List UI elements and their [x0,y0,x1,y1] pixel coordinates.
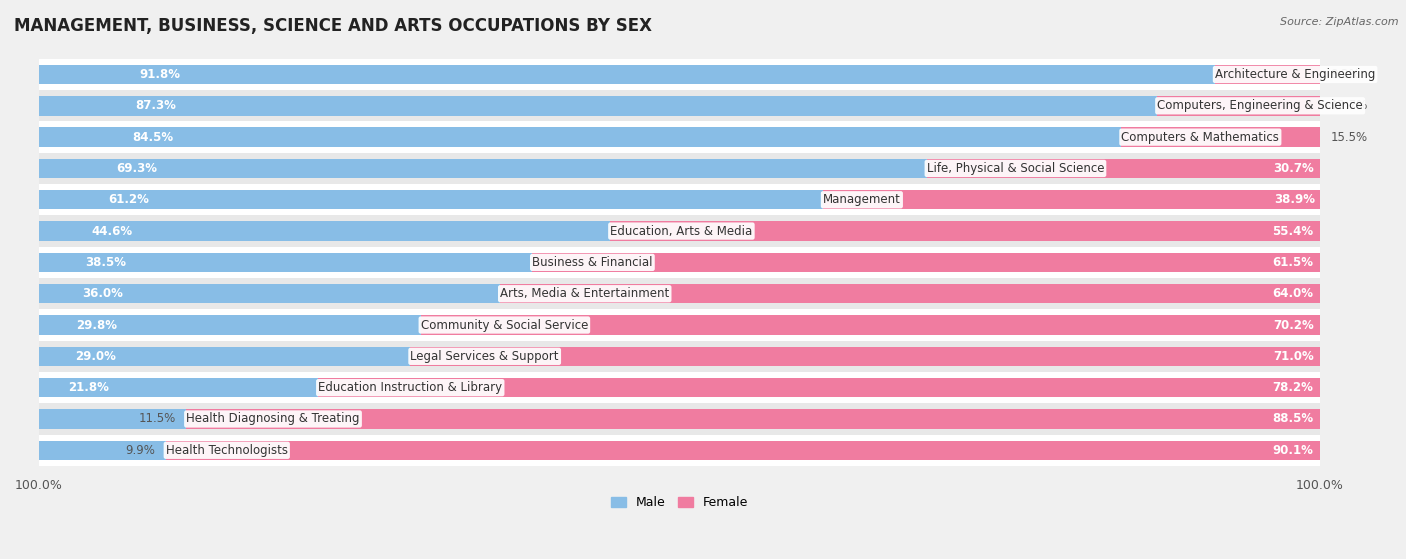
Text: Computers & Mathematics: Computers & Mathematics [1122,131,1279,144]
Bar [39,215,1320,247]
Text: 29.8%: 29.8% [76,319,117,331]
Bar [420,315,1320,335]
Bar [186,409,1320,429]
Bar [39,315,420,335]
Bar [501,284,1320,304]
Text: Computers, Engineering & Science: Computers, Engineering & Science [1157,100,1362,112]
Text: Arts, Media & Entertainment: Arts, Media & Entertainment [501,287,669,300]
Bar [927,159,1320,178]
Bar [1157,96,1320,116]
Legend: Male, Female: Male, Female [606,491,754,514]
Bar [39,96,1157,116]
Text: 9.9%: 9.9% [125,444,156,457]
Text: Architecture & Engineering: Architecture & Engineering [1215,68,1375,81]
Text: 11.5%: 11.5% [139,413,176,425]
Bar [1122,127,1320,147]
Text: 15.5%: 15.5% [1330,131,1368,144]
Bar [39,190,823,210]
Bar [39,409,186,429]
Text: 38.9%: 38.9% [1274,193,1315,206]
Text: 8.2%: 8.2% [1330,68,1360,81]
Text: 69.3%: 69.3% [117,162,157,175]
Text: 61.2%: 61.2% [108,193,149,206]
Bar [39,159,927,178]
Bar [610,221,1320,241]
Text: 88.5%: 88.5% [1272,413,1313,425]
Text: Education, Arts & Media: Education, Arts & Media [610,225,752,238]
Text: Business & Financial: Business & Financial [531,256,652,269]
Text: 36.0%: 36.0% [82,287,124,300]
Text: 78.2%: 78.2% [1272,381,1313,394]
Text: MANAGEMENT, BUSINESS, SCIENCE AND ARTS OCCUPATIONS BY SEX: MANAGEMENT, BUSINESS, SCIENCE AND ARTS O… [14,17,652,35]
Text: Life, Physical & Social Science: Life, Physical & Social Science [927,162,1104,175]
Text: 91.8%: 91.8% [139,68,180,81]
Text: 90.1%: 90.1% [1272,444,1313,457]
Bar [39,121,1320,153]
Bar [39,253,531,272]
Bar [39,372,1320,403]
Bar [39,347,411,366]
Bar [823,190,1322,210]
Bar [39,153,1320,184]
Text: 64.0%: 64.0% [1272,287,1313,300]
Bar [39,403,1320,435]
Bar [39,309,1320,340]
Bar [39,184,1320,215]
Bar [39,378,318,397]
Text: Education Instruction & Library: Education Instruction & Library [318,381,502,394]
Text: Community & Social Service: Community & Social Service [420,319,588,331]
Text: 55.4%: 55.4% [1272,225,1313,238]
Text: 71.0%: 71.0% [1272,350,1313,363]
Bar [318,378,1320,397]
Bar [39,65,1215,84]
Bar [39,90,1320,121]
Bar [39,247,1320,278]
Text: 87.3%: 87.3% [135,100,176,112]
Text: 38.5%: 38.5% [84,256,125,269]
Text: Management: Management [823,193,901,206]
Text: 12.7%: 12.7% [1330,100,1368,112]
Text: 70.2%: 70.2% [1272,319,1313,331]
Bar [39,284,501,304]
Bar [1215,65,1320,84]
Bar [531,253,1320,272]
Bar [39,340,1320,372]
Bar [39,127,1122,147]
Text: Source: ZipAtlas.com: Source: ZipAtlas.com [1281,17,1399,27]
Text: 30.7%: 30.7% [1272,162,1313,175]
Text: 84.5%: 84.5% [132,131,173,144]
Text: Health Diagnosing & Treating: Health Diagnosing & Treating [186,413,360,425]
Text: 21.8%: 21.8% [67,381,108,394]
Bar [39,435,1320,466]
Bar [39,278,1320,309]
Text: 61.5%: 61.5% [1272,256,1313,269]
Bar [39,221,610,241]
Bar [39,440,166,460]
Bar [411,347,1320,366]
Text: Health Technologists: Health Technologists [166,444,288,457]
Text: 44.6%: 44.6% [91,225,132,238]
Bar [39,59,1320,90]
Text: Legal Services & Support: Legal Services & Support [411,350,560,363]
Text: 29.0%: 29.0% [75,350,115,363]
Bar [166,440,1320,460]
